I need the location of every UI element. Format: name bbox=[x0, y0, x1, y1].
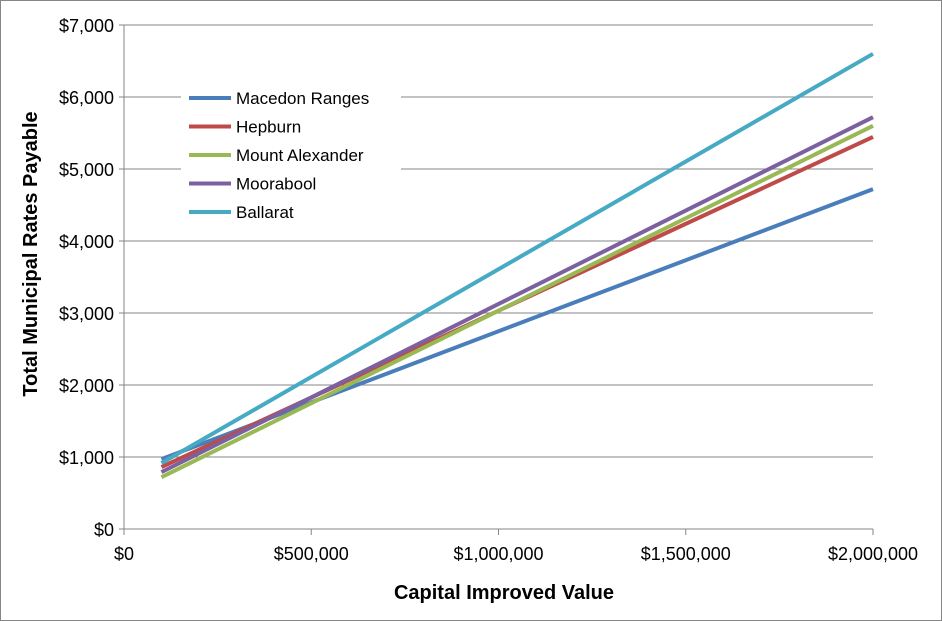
series-line-mount-alexander bbox=[160, 124, 874, 479]
x-tick-label: $1,000,000 bbox=[453, 544, 543, 564]
y-tick-label: $7,000 bbox=[59, 16, 114, 36]
series-line-moorabool bbox=[160, 115, 874, 474]
y-tick-label: $0 bbox=[94, 520, 114, 540]
x-tick-label: $2,000,000 bbox=[828, 544, 918, 564]
y-tick-label: $6,000 bbox=[59, 88, 114, 108]
x-tick-label: $0 bbox=[114, 544, 134, 564]
legend-label: Moorabool bbox=[236, 175, 316, 194]
x-axis-title: Capital Improved Value bbox=[394, 582, 614, 604]
y-tick-label: $3,000 bbox=[59, 304, 114, 324]
legend-label: Macedon Ranges bbox=[236, 89, 369, 108]
y-axis-title: Total Municipal Rates Payable bbox=[20, 111, 42, 396]
legend-label: Hepburn bbox=[236, 118, 301, 137]
legend-label: Mount Alexander bbox=[236, 146, 364, 165]
y-tick-label: $2,000 bbox=[59, 376, 114, 396]
legend-label: Ballarat bbox=[236, 203, 294, 222]
y-tick-label: $1,000 bbox=[59, 448, 114, 468]
y-tick-label: $5,000 bbox=[59, 160, 114, 180]
x-tick-label: $1,500,000 bbox=[641, 544, 731, 564]
series-line-ballarat bbox=[160, 52, 874, 465]
x-tick-label: $500,000 bbox=[274, 544, 349, 564]
y-tick-label: $4,000 bbox=[59, 232, 114, 252]
